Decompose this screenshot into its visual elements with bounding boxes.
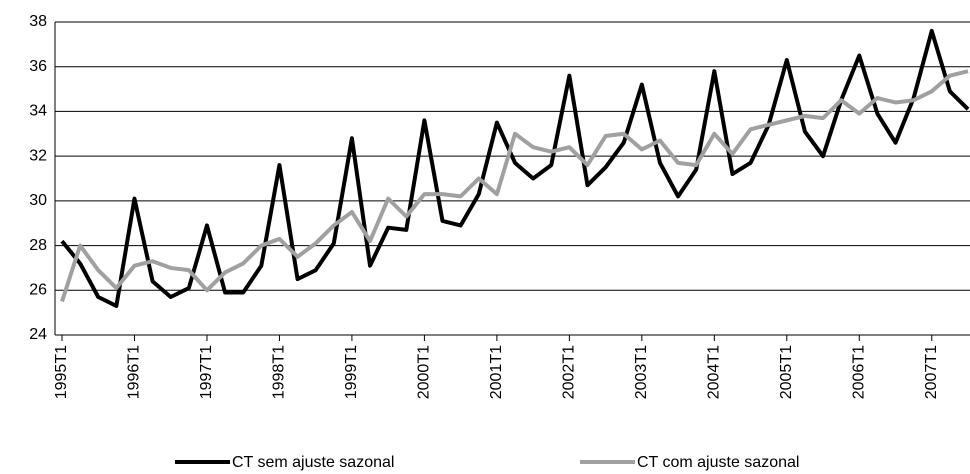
x-tick-label: 1998T1 <box>271 345 288 399</box>
y-tick-label: 30 <box>29 192 47 209</box>
x-tick-label: 2001T1 <box>488 345 505 399</box>
x-tick-label: 2007T1 <box>923 345 940 399</box>
x-tick-label: 1997T1 <box>198 345 215 399</box>
legend-label: CT com ajuste sazonal <box>637 454 799 471</box>
x-tick-label: 1995T1 <box>53 345 70 399</box>
legend-label: CT sem ajuste sazonal <box>232 454 394 471</box>
y-tick-label: 24 <box>29 326 47 343</box>
x-tick-label: 1999T1 <box>343 345 360 399</box>
x-tick-label: 2006T1 <box>850 345 867 399</box>
x-tick-label: 2000T1 <box>416 345 433 399</box>
x-tick-label: 2002T1 <box>561 345 578 399</box>
y-tick-label: 28 <box>29 237 47 254</box>
x-tick-label: 2005T1 <box>778 345 795 399</box>
y-tick-label: 36 <box>29 58 47 75</box>
y-tick-label: 32 <box>29 147 47 164</box>
series-line <box>60 69 969 303</box>
series-line <box>60 28 970 308</box>
x-tick-label: 2003T1 <box>633 345 650 399</box>
y-tick-label: 38 <box>29 13 47 30</box>
y-tick-label: 34 <box>29 103 47 120</box>
x-tick-label: 1996T1 <box>126 345 143 399</box>
y-tick-label: 26 <box>29 282 47 299</box>
x-tick-label: 2004T1 <box>706 345 723 399</box>
